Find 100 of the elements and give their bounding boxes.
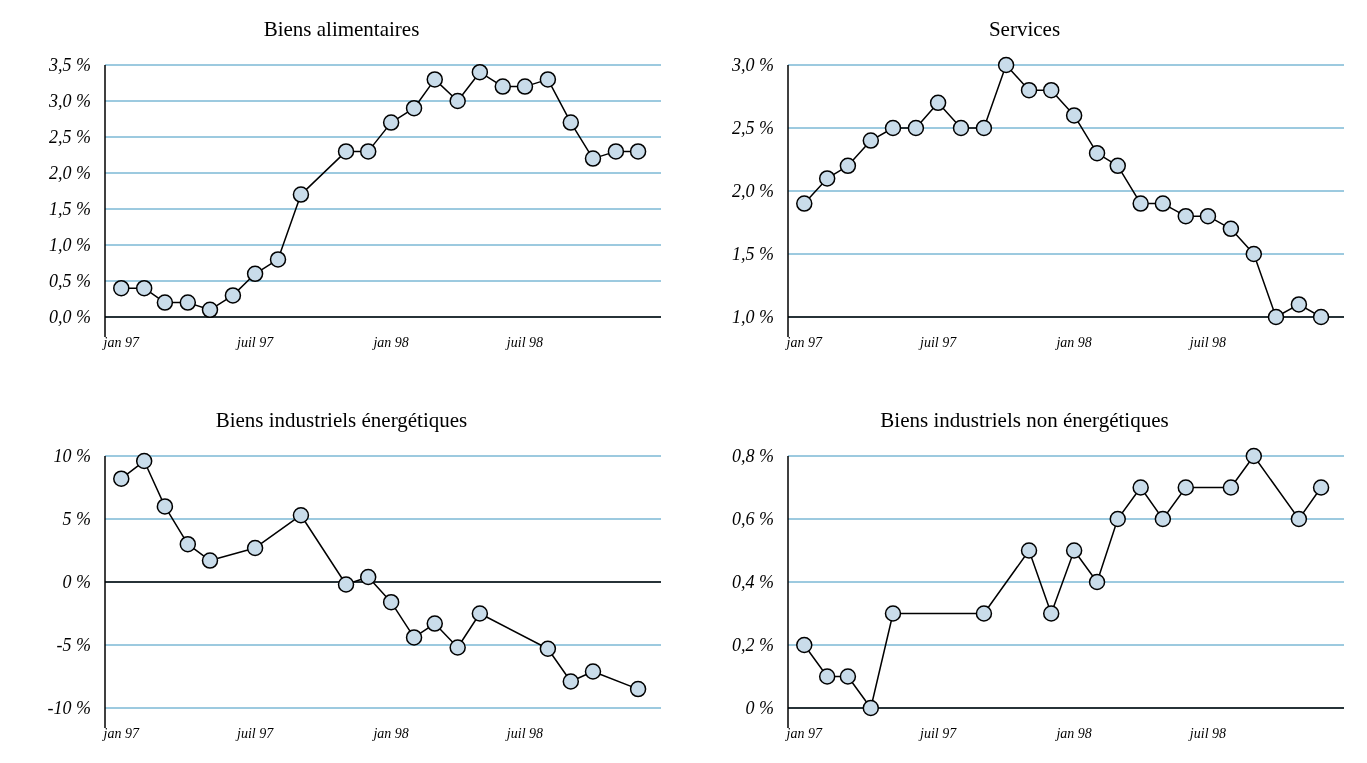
point [179,535,197,553]
point [292,186,310,203]
point [382,114,400,131]
y-tick-label: 0,5 % [49,271,91,292]
point [1245,447,1263,465]
point [1020,81,1038,99]
point [201,552,219,569]
y-tick-label: 1,0 % [49,235,91,256]
point [1290,510,1308,528]
point [1312,308,1330,326]
point [135,279,153,297]
x-tick-label: jan 98 [371,726,409,741]
point [952,119,970,137]
point [584,150,602,167]
point [1042,81,1060,99]
point [818,668,836,685]
point [359,143,377,160]
point [929,94,947,112]
point [862,132,880,149]
x-tick-label: juil 97 [918,726,958,741]
y-tick-label: 0 % [745,698,774,719]
chart-title: Services [988,17,1061,41]
point [471,63,489,81]
y-tick-label: 1,5 % [732,244,774,265]
x-tick-label: juil 97 [918,335,958,350]
y-tick-label: 3,0 % [48,91,91,112]
point [382,593,400,611]
point [1222,220,1240,238]
point [359,568,377,586]
point [1065,107,1083,124]
point [1020,542,1038,559]
y-tick-label: 10 % [53,446,91,467]
point [494,78,512,95]
y-tick-label: 3,5 % [48,55,91,76]
point [607,143,625,160]
point [1312,479,1330,496]
point [1199,207,1217,225]
point [337,576,355,593]
point [405,629,423,646]
x-tick-label: jan 97 [101,726,140,741]
x-tick-label: juil 97 [235,335,275,350]
point [562,114,580,131]
y-tick-label: 0,4 % [732,572,774,593]
point [1154,195,1172,212]
chart-title: Biens industriels énergétiques [215,408,468,432]
x-tick-label: juil 97 [235,726,275,741]
point [997,56,1015,74]
point [818,170,836,187]
point [269,251,287,268]
y-tick-label: 3,0 % [731,55,774,76]
y-tick-label: 1,5 % [49,199,91,220]
point [449,639,466,656]
y-tick-label: 1,0 % [732,307,774,328]
y-tick-label: -10 % [47,698,91,719]
point [796,636,813,654]
point [1245,245,1263,263]
point [975,119,993,137]
point [584,663,602,680]
point [884,119,902,137]
point [1088,573,1106,591]
point [1222,479,1240,496]
x-tick-label: jan 98 [1054,726,1092,741]
point [629,143,647,160]
y-tick-label: 2,0 % [49,163,91,184]
y-tick-label: 5 % [62,509,91,530]
point [539,71,557,88]
point [1109,510,1127,528]
point [562,673,580,690]
point [201,301,219,319]
point [449,92,466,110]
y-tick-label: 2,5 % [732,118,774,139]
point [1042,605,1060,622]
point [113,470,130,487]
point [1109,157,1127,175]
y-tick-label: 0,6 % [732,509,774,530]
point [1177,479,1195,496]
point [884,605,902,622]
x-tick-label: jan 98 [371,335,409,350]
point [1088,144,1106,162]
x-tick-label: juil 98 [504,335,544,350]
point [1132,195,1149,212]
point [629,680,647,698]
point [1154,510,1172,528]
point [1290,296,1308,313]
point [405,99,423,117]
point [862,699,880,717]
point [839,668,857,685]
point [426,615,444,632]
point [156,294,174,311]
x-tick-label: juil 98 [1187,335,1227,350]
x-tick-label: juil 98 [1187,726,1227,741]
x-tick-label: jan 97 [101,335,140,350]
point [539,640,557,658]
point [1132,479,1149,496]
x-tick-label: jan 97 [784,335,823,350]
y-tick-label: -5 % [56,635,91,656]
x-tick-label: jan 98 [1054,335,1092,350]
point [471,605,489,622]
y-tick-label: 0,8 % [732,446,774,467]
x-tick-label: jan 97 [784,726,823,741]
